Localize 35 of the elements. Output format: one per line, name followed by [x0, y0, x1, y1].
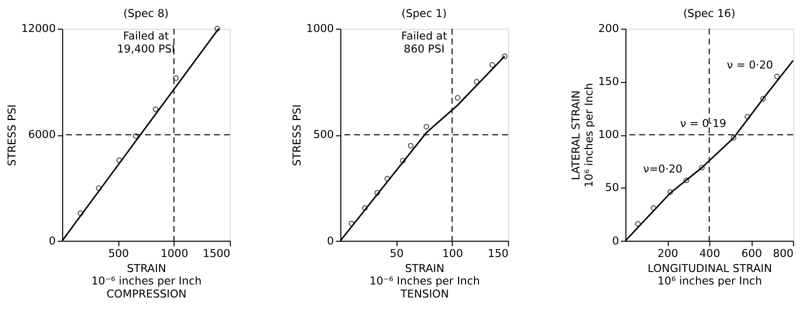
y-tick-label: 200 [598, 22, 620, 36]
annotation: ν = 0·19 [680, 116, 726, 130]
y-axis-title: LATERAL STRAIN 10⁶ inches per Inch [570, 83, 596, 188]
annotation: ν = 0·20 [726, 58, 774, 72]
x-tick-label: 1500 [202, 247, 230, 260]
y-tick-label: 100 [598, 128, 620, 142]
x-tick-label: 200 [657, 247, 678, 260]
y-tick-label: 6000 [28, 128, 56, 142]
x-axis-title: STRAIN 10⁻⁶ inches per Inch COMPRESSION [91, 262, 202, 301]
x-tick-label: 500 [108, 247, 129, 260]
x-tick-label: 100 [442, 247, 464, 260]
y-tick-label: 0 [612, 234, 620, 248]
chart-title: (Spec 1) [402, 6, 447, 20]
chart-title: (Spec 16) [683, 6, 736, 20]
x-tick-label: 600 [741, 247, 762, 260]
y-axis-title: STRESS PSI [290, 104, 304, 166]
y-tick-label: 0 [48, 234, 56, 248]
annotation: ν=0·20 [643, 162, 683, 176]
x-axis-title: LONGITUDINAL STRAIN 10⁶ inches per Inch [648, 262, 772, 288]
x-tick-label: 1000 [160, 247, 188, 260]
y-tick-label: 12000 [21, 22, 56, 36]
x-axis-title: STRAIN 10⁻⁶ Inches per Inch TENSION [369, 262, 480, 301]
annotation: Failed at 19,400 PSI [116, 30, 175, 56]
annotation: Failed at 860 PSI [401, 30, 448, 56]
x-tick-label: 50 [390, 247, 404, 260]
y-tick-label: 1000 [306, 22, 334, 36]
x-tick-label: 400 [699, 247, 720, 260]
y-tick-label: 150 [598, 75, 620, 88]
y-tick-label: 500 [313, 128, 334, 142]
y-tick-label: 0 [327, 234, 334, 248]
y-axis-title: STRESS PSI [5, 104, 18, 166]
y-tick-label: 50 [605, 181, 620, 194]
x-tick-label: 150 [488, 247, 509, 260]
x-tick-label: 800 [772, 247, 794, 260]
chart-title: (Spec 8) [123, 6, 169, 20]
